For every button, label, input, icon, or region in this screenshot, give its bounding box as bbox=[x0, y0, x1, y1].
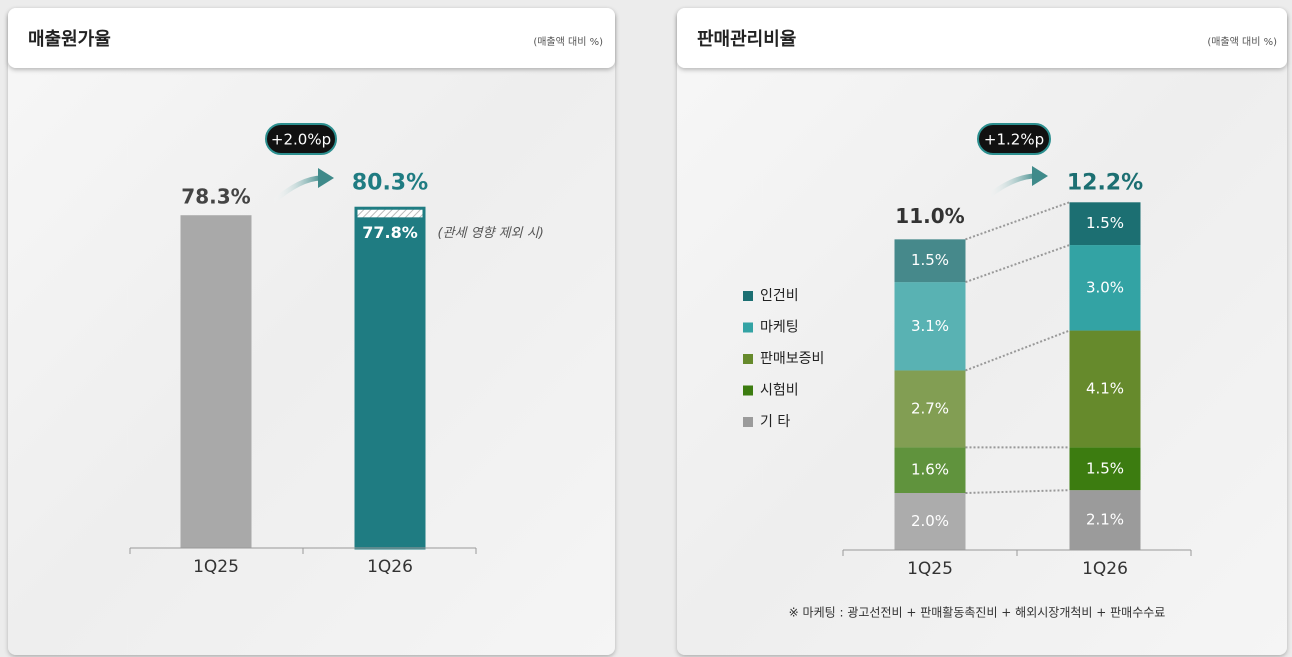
panel-subtitle: (매출액 대비 %) bbox=[533, 36, 603, 48]
bar-segment bbox=[894, 282, 966, 371]
bar-segment bbox=[1069, 490, 1141, 550]
legend-label: 판매보증비 bbox=[760, 351, 824, 367]
value-label: 80.3% bbox=[352, 171, 428, 196]
adjusted-label: 77.8% bbox=[362, 223, 418, 242]
value-label: 78.3% bbox=[181, 185, 250, 209]
panel-header bbox=[677, 8, 1287, 68]
panel-title: 매출원가율 bbox=[28, 29, 111, 50]
change-pill bbox=[265, 123, 337, 155]
legend-label: 마케팅 bbox=[760, 320, 799, 336]
segment-label: 3.1% bbox=[911, 317, 949, 335]
bar-adjusted bbox=[354, 217, 426, 548]
bar-segment bbox=[894, 493, 966, 550]
segment-label: 2.1% bbox=[1086, 511, 1124, 529]
panel-title: 판매관리비율 bbox=[697, 29, 796, 50]
panel-left: 매출원가율 (매출액 대비 %) +2.0%p bbox=[8, 8, 615, 655]
legend-label: 시험비 bbox=[760, 383, 799, 399]
legend-label: 기 타 bbox=[760, 414, 790, 430]
panel-header bbox=[8, 8, 615, 68]
x-tick-label: 1Q25 bbox=[907, 559, 953, 579]
arrow-head bbox=[318, 168, 334, 188]
total-label: 12.2% bbox=[1067, 170, 1143, 195]
arrow-head bbox=[1032, 166, 1048, 186]
segment-label: 1.5% bbox=[1086, 459, 1124, 477]
segment-label: 3.0% bbox=[1086, 278, 1124, 296]
segment-label: 1.6% bbox=[911, 461, 949, 479]
x-tick-label: 1Q25 bbox=[193, 557, 239, 577]
segment-label: 2.7% bbox=[911, 399, 949, 417]
connector bbox=[965, 244, 1070, 284]
adjusted-note: (관세 영향 제외 시) bbox=[438, 226, 544, 241]
bar bbox=[180, 215, 252, 548]
legend-swatch bbox=[743, 322, 753, 333]
bar-segment bbox=[894, 239, 966, 283]
bar-segment bbox=[1069, 245, 1141, 331]
bar-segment bbox=[894, 447, 966, 493]
segment-label: 4.1% bbox=[1086, 379, 1124, 397]
bar-segment bbox=[1069, 202, 1141, 246]
bar-segment bbox=[894, 370, 966, 448]
legend-swatch bbox=[743, 291, 753, 301]
change-label: +2.0%p bbox=[271, 131, 331, 149]
total-label: 11.0% bbox=[895, 204, 964, 228]
x-tick-label: 1Q26 bbox=[367, 557, 413, 577]
footnote: ※ 마케팅 : 광고선전비 + 판매활동촉진비 + 해외시장개척비 + 판매수수… bbox=[789, 606, 1166, 620]
connector bbox=[965, 329, 1070, 372]
connector bbox=[965, 489, 1070, 494]
connector bbox=[965, 201, 1070, 241]
segment-label: 1.5% bbox=[1086, 214, 1124, 232]
segment-label: 1.5% bbox=[911, 251, 949, 269]
legend-swatch bbox=[743, 417, 753, 427]
bar-segment bbox=[1069, 447, 1141, 491]
bar-segment bbox=[1069, 330, 1141, 448]
change-label: +1.2%p bbox=[984, 131, 1044, 149]
legend-swatch bbox=[743, 385, 753, 396]
segment-label: 2.0% bbox=[911, 512, 949, 530]
legend-swatch bbox=[743, 354, 753, 364]
legend-label: 인건비 bbox=[760, 288, 799, 304]
panel-bg bbox=[8, 8, 615, 655]
x-tick-label: 1Q26 bbox=[1082, 559, 1128, 579]
change-pill bbox=[977, 123, 1051, 155]
panel-subtitle: (매출액 대비 %) bbox=[1207, 36, 1277, 48]
